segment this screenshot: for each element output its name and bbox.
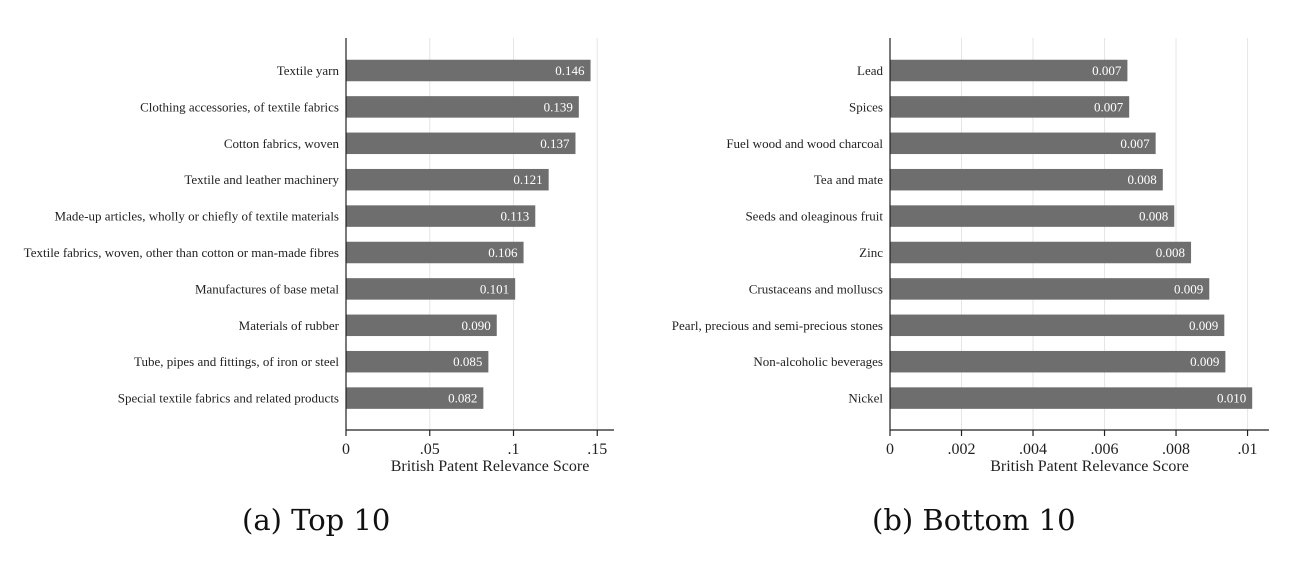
category-label: Clothing accessories, of textile fabrics	[140, 99, 339, 114]
category-label: Manufactures of base metal	[195, 281, 339, 296]
category-label: Textile fabrics, woven, other than cotto…	[24, 245, 339, 260]
x-tick-label: .002	[948, 441, 976, 458]
data-label: 0.008	[1156, 245, 1185, 260]
x-tick-label: .15	[587, 441, 607, 458]
bar	[346, 278, 516, 300]
category-label: Seeds and oleaginous fruit	[745, 209, 883, 224]
bar	[890, 350, 1226, 373]
category-label: Zinc	[859, 245, 883, 260]
data-label: 0.137	[540, 136, 570, 151]
data-label: 0.113	[500, 209, 529, 224]
bar	[890, 168, 1163, 191]
category-label: Pearl, precious and semi-precious stones	[672, 318, 883, 333]
x-tick-label: .1	[508, 441, 520, 458]
x-axis-title: British Patent Relevance Score	[990, 458, 1189, 475]
data-label: 0.146	[555, 63, 585, 78]
bar	[346, 59, 591, 82]
bar	[890, 387, 1253, 409]
bar	[346, 96, 579, 118]
data-label: 0.139	[544, 99, 573, 114]
bar	[890, 59, 1128, 82]
category-label: Tea and mate	[814, 172, 883, 187]
bar	[890, 132, 1156, 155]
caption-top-10: (a) Top 10	[242, 503, 391, 537]
data-label: 0.007	[1094, 99, 1124, 114]
category-label: Lead	[857, 63, 883, 78]
caption-bottom-10: (b) Bottom 10	[872, 503, 1076, 537]
data-label: 0.008	[1139, 209, 1168, 224]
category-label: Fuel wood and wood charcoal	[726, 136, 883, 151]
category-label: Nickel	[848, 391, 883, 406]
data-label: 0.121	[513, 172, 542, 187]
bar	[346, 168, 549, 191]
x-tick-label: .008	[1162, 441, 1190, 458]
category-label: Materials of rubber	[239, 318, 340, 333]
x-tick-label: 0	[342, 441, 350, 458]
data-label: 0.009	[1174, 281, 1203, 296]
x-tick-label: .01	[1238, 441, 1258, 458]
bar	[890, 278, 1210, 300]
data-label: 0.085	[453, 354, 482, 369]
bar	[346, 132, 576, 155]
bar	[346, 314, 497, 337]
x-tick-label: .05	[420, 441, 440, 458]
category-label: Spices	[849, 99, 883, 114]
bar	[346, 205, 536, 227]
bar	[890, 96, 1130, 118]
bar	[890, 314, 1225, 337]
x-tick-label: .004	[1019, 441, 1047, 458]
data-label: 0.008	[1128, 172, 1157, 187]
bar	[346, 387, 484, 409]
category-label: Textile and leather machinery	[184, 172, 339, 187]
data-label: 0.009	[1189, 318, 1218, 333]
bar	[346, 241, 524, 264]
category-label: Special textile fabrics and related prod…	[118, 391, 339, 406]
x-tick-label: .006	[1091, 441, 1119, 458]
chart-panel-bottom: Lead 0.007 Spices 0.007 Fuel wood and wood c…	[672, 38, 1269, 475]
data-label: 0.009	[1190, 354, 1219, 369]
category-label: Textile yarn	[277, 63, 340, 78]
category-label: Non-alcoholic beverages	[753, 354, 883, 369]
bar	[346, 350, 489, 373]
data-label: 0.007	[1120, 136, 1150, 151]
bar	[890, 205, 1175, 227]
bar	[890, 241, 1192, 264]
category-label: Made-up articles, wholly or chiefly of t…	[55, 209, 339, 224]
data-label: 0.010	[1217, 391, 1246, 406]
data-label: 0.101	[480, 281, 509, 296]
data-label: 0.007	[1092, 63, 1122, 78]
data-label: 0.082	[448, 391, 477, 406]
data-label: 0.090	[462, 318, 491, 333]
category-label: Tube, pipes and fittings, of iron or ste…	[134, 354, 339, 369]
category-label: Crustaceans and molluscs	[749, 281, 883, 296]
chart-panel-top: Textile yarn 0.146 Clothing accessories, o…	[24, 38, 614, 475]
data-label: 0.106	[488, 245, 518, 260]
x-tick-label: 0	[886, 441, 894, 458]
x-axis-title: British Patent Relevance Score	[391, 458, 590, 475]
category-label: Cotton fabrics, woven	[224, 136, 340, 151]
